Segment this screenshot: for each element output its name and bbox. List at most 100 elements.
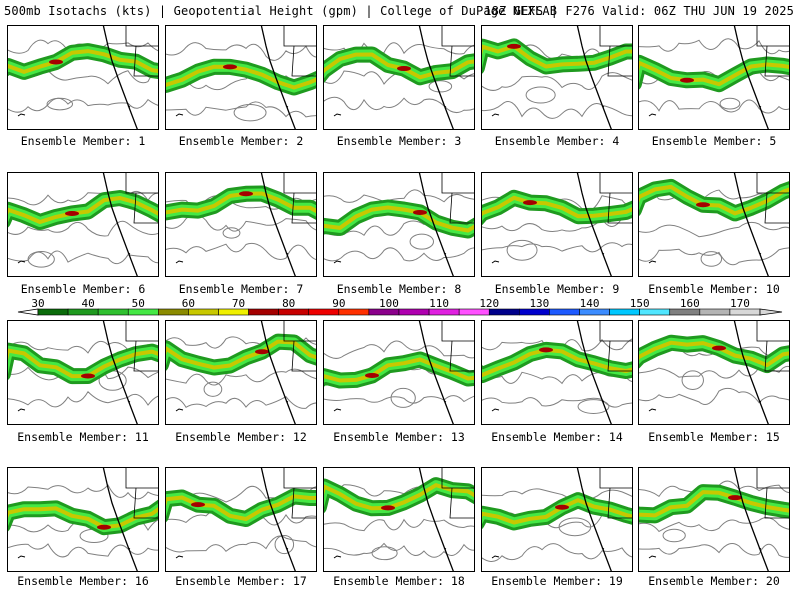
height-contour bbox=[482, 397, 632, 408]
height-contour bbox=[8, 97, 158, 113]
ensemble-member-label: Ensemble Member: 20 bbox=[648, 574, 780, 588]
islands bbox=[491, 400, 605, 412]
height-contour bbox=[371, 546, 398, 561]
height-contour bbox=[719, 97, 741, 110]
height-contour bbox=[558, 517, 592, 537]
color-scale-label: 50 bbox=[131, 297, 145, 310]
height-contour bbox=[639, 542, 789, 558]
jet-isotach-band bbox=[482, 347, 632, 378]
ensemble-member-label: Ensemble Member: 18 bbox=[333, 574, 465, 588]
jet-core bbox=[365, 373, 379, 379]
political-border bbox=[125, 321, 158, 372]
islands bbox=[333, 105, 447, 117]
jet-core bbox=[712, 345, 726, 351]
height-contour bbox=[166, 42, 316, 61]
jet-isotach-band bbox=[639, 490, 789, 518]
political-border bbox=[756, 173, 789, 224]
ensemble-panel-2 bbox=[165, 25, 317, 130]
islands bbox=[333, 252, 447, 264]
ensemble-panel-9 bbox=[481, 172, 633, 277]
coastline bbox=[733, 468, 769, 571]
height-contour bbox=[639, 38, 789, 55]
political-border bbox=[283, 173, 316, 224]
jet-isotach-band bbox=[324, 483, 474, 511]
ensemble-panel-19 bbox=[481, 467, 633, 572]
coastline bbox=[102, 468, 138, 571]
coastline bbox=[576, 26, 612, 129]
color-scale-label: 80 bbox=[282, 297, 296, 310]
height-contour bbox=[8, 250, 158, 265]
jet-core bbox=[191, 502, 205, 508]
ensemble-panel-1 bbox=[7, 25, 159, 130]
height-contour bbox=[8, 390, 158, 408]
height-contour bbox=[639, 247, 789, 266]
color-scale-swatch bbox=[549, 308, 580, 316]
jet-core bbox=[223, 64, 237, 70]
height-contour bbox=[8, 340, 158, 354]
color-scale-label: 30 bbox=[31, 297, 45, 310]
jet-core bbox=[413, 209, 427, 215]
jet-core bbox=[239, 191, 253, 197]
political-border bbox=[756, 321, 789, 372]
height-contour bbox=[166, 368, 316, 386]
islands bbox=[17, 105, 131, 117]
color-scale-label: 170 bbox=[730, 297, 750, 310]
islands bbox=[17, 252, 131, 264]
height-contour bbox=[482, 543, 632, 562]
color-scale-swatch bbox=[398, 308, 430, 316]
color-scale-label: 150 bbox=[629, 297, 650, 310]
coastline bbox=[260, 321, 296, 424]
height-contour bbox=[324, 340, 474, 359]
height-contour bbox=[324, 542, 474, 558]
jet-core bbox=[255, 349, 269, 355]
height-contour bbox=[482, 72, 632, 91]
jet-core bbox=[728, 495, 742, 501]
color-scale-swatch bbox=[248, 308, 279, 316]
color-scale-label: 120 bbox=[479, 297, 500, 310]
political-border bbox=[125, 26, 158, 77]
ensemble-member-label: Ensemble Member: 9 bbox=[494, 282, 620, 296]
height-contour bbox=[639, 480, 789, 498]
coastline bbox=[733, 26, 769, 129]
jet-isotach-band bbox=[166, 494, 316, 521]
ensemble-panel-12 bbox=[165, 320, 317, 425]
ensemble-panel-5 bbox=[638, 25, 790, 130]
run-valid-time: 18Z GEFS | F276 Valid: 06Z THU JUN 19 20… bbox=[484, 4, 794, 18]
ensemble-member-label: Ensemble Member: 17 bbox=[175, 574, 307, 588]
political-border bbox=[283, 468, 316, 519]
ensemble-member-label: Ensemble Member: 13 bbox=[333, 430, 465, 444]
isotach-color-scale bbox=[17, 308, 783, 316]
height-contour bbox=[233, 103, 267, 122]
coastline bbox=[733, 173, 769, 276]
color-scale-swatch bbox=[97, 308, 129, 316]
coastline bbox=[733, 321, 769, 424]
ensemble-panel-15 bbox=[638, 320, 790, 425]
islands bbox=[491, 547, 605, 559]
ensemble-member-label: Ensemble Member: 4 bbox=[494, 134, 620, 148]
political-border bbox=[756, 26, 789, 77]
color-scale-label: 90 bbox=[332, 297, 346, 310]
ensemble-panel-13 bbox=[323, 320, 475, 425]
jet-core bbox=[97, 524, 111, 530]
height-contour bbox=[428, 80, 453, 93]
jet-isotach-band bbox=[482, 195, 632, 219]
height-contour bbox=[324, 481, 474, 497]
jet-isotach-band bbox=[8, 49, 158, 74]
coastline bbox=[418, 26, 454, 129]
height-contour bbox=[8, 190, 158, 206]
ensemble-panel-10 bbox=[638, 172, 790, 277]
height-contour bbox=[274, 534, 295, 555]
political-border bbox=[441, 468, 474, 519]
jet-core bbox=[81, 373, 95, 379]
coastline bbox=[418, 173, 454, 276]
jet-core bbox=[381, 505, 395, 511]
jet-isotach-band bbox=[639, 60, 789, 87]
coastline bbox=[260, 468, 296, 571]
jet-core bbox=[65, 210, 79, 216]
height-contour bbox=[409, 233, 434, 250]
height-contour bbox=[639, 517, 789, 533]
political-border bbox=[125, 173, 158, 224]
ensemble-panel-8 bbox=[323, 172, 475, 277]
color-scale-swatch bbox=[699, 308, 731, 316]
islands bbox=[17, 400, 131, 412]
